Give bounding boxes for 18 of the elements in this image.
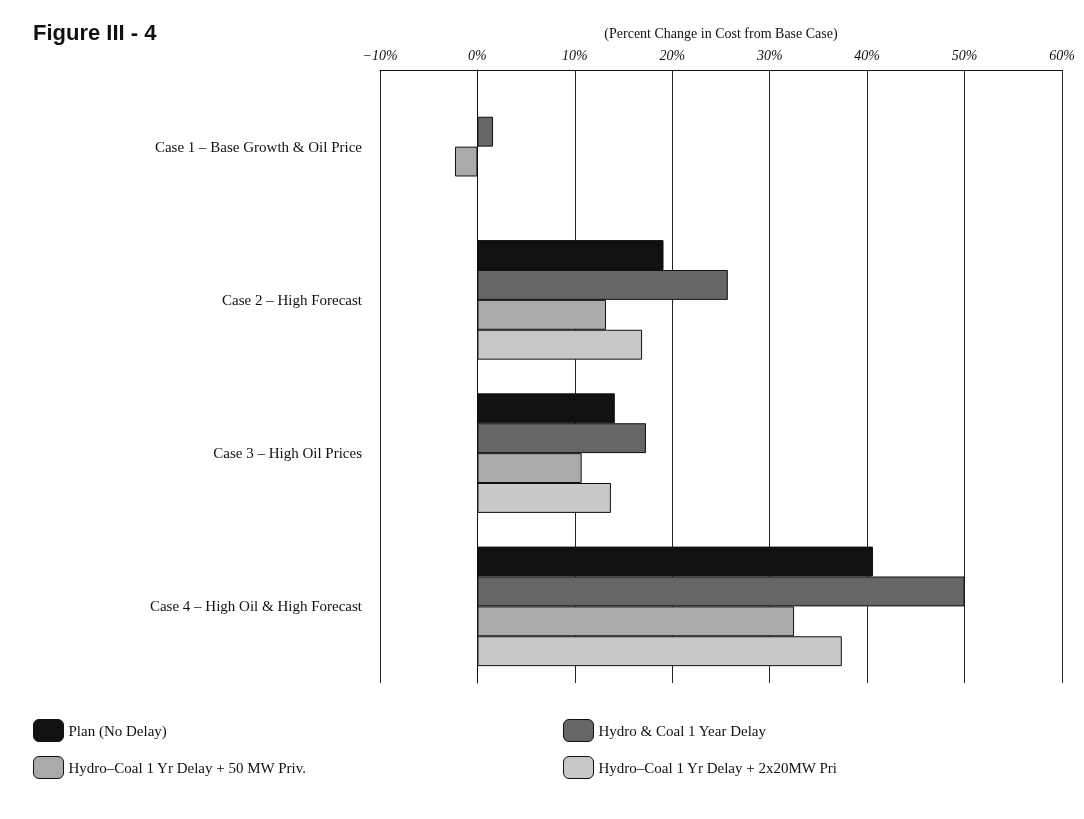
x-tick-label: 20% xyxy=(659,47,686,63)
x-tick-label: −10% xyxy=(362,47,398,63)
x-tick-label: 60% xyxy=(1049,47,1075,63)
x-axis-title: (Percent Change in Cost from Base Case) xyxy=(604,25,838,42)
y-tick-label: Case 3 – High Oil Prices xyxy=(213,445,363,462)
legend-label: Hydro–Coal 1 Yr Delay + 2x20MW Pri xyxy=(598,759,837,776)
legend-label: Plan (No Delay) xyxy=(68,722,167,740)
legend-label: Hydro–Coal 1 Yr Delay + 50 MW Priv. xyxy=(68,759,306,776)
x-tick-label: 30% xyxy=(755,47,783,63)
y-tick-label: Case 4 – High Oil & High Forecast xyxy=(149,598,363,615)
text: Figure III - 4 xyxy=(33,19,158,45)
y-tick-label: Case 1 – Base Growth & Oil Price xyxy=(154,138,363,155)
y-tick-label: Case 2 – High Forecast xyxy=(222,291,363,308)
legend-label: Hydro & Coal 1 Year Delay xyxy=(598,722,767,739)
x-tick-label: 0% xyxy=(468,47,487,63)
x-tick-label: 10% xyxy=(562,47,588,63)
x-tick-label: 50% xyxy=(951,47,978,63)
x-tick-label: 40% xyxy=(854,47,880,63)
